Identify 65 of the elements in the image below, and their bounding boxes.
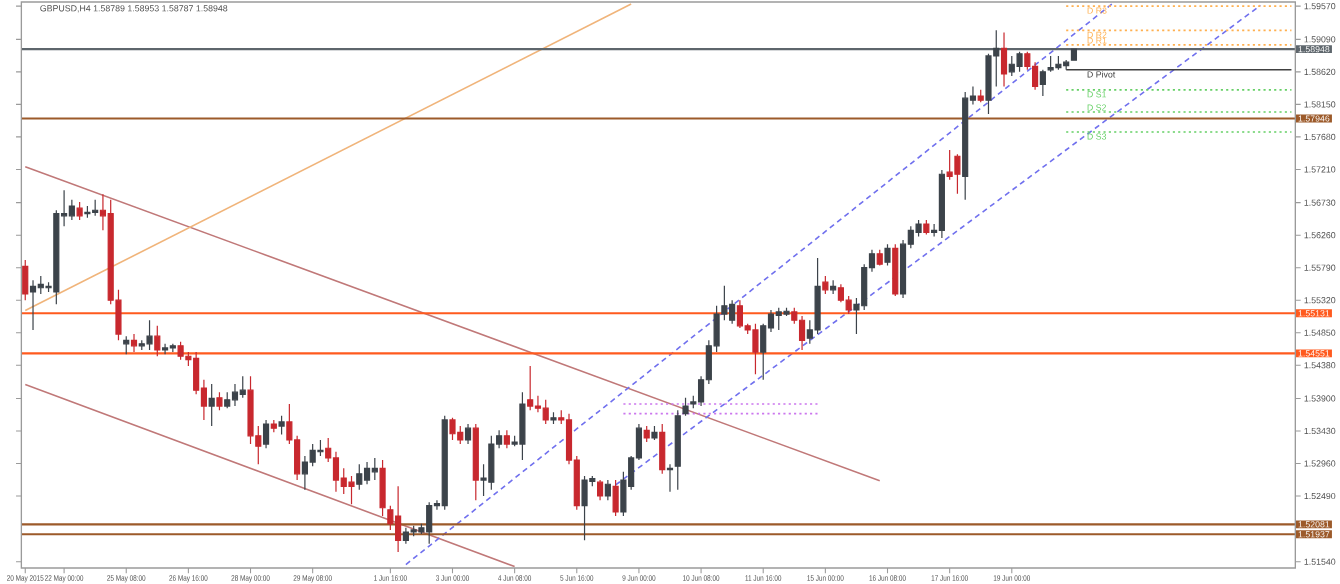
candlestick bbox=[977, 89, 984, 103]
candlestick bbox=[29, 279, 37, 331]
candlestick bbox=[682, 397, 689, 417]
candlestick bbox=[216, 391, 223, 411]
candlestick bbox=[441, 415, 448, 511]
candlestick bbox=[410, 525, 417, 537]
candlestick bbox=[604, 479, 611, 501]
candlestick bbox=[892, 243, 899, 297]
candlestick bbox=[503, 429, 510, 449]
candlestick bbox=[208, 383, 215, 427]
candlestick bbox=[169, 343, 176, 353]
candlestick bbox=[954, 153, 961, 195]
candlestick bbox=[643, 425, 650, 443]
candlestick bbox=[962, 91, 969, 201]
candlestick bbox=[597, 479, 604, 501]
candlestick bbox=[775, 307, 782, 331]
candlestick bbox=[659, 423, 666, 475]
candlestick bbox=[752, 323, 759, 375]
candlestick bbox=[426, 501, 433, 545]
candlestick bbox=[154, 325, 161, 357]
candlestick bbox=[1008, 55, 1015, 77]
candlestick bbox=[1055, 55, 1062, 71]
candlestick bbox=[262, 419, 270, 449]
candlestick bbox=[674, 409, 681, 491]
candlestick bbox=[356, 463, 363, 491]
candlestick bbox=[651, 425, 658, 441]
candlestick bbox=[231, 383, 239, 407]
candlestick bbox=[457, 425, 464, 445]
candlestick bbox=[884, 243, 891, 267]
candlestick bbox=[348, 475, 355, 505]
candlestick bbox=[488, 435, 495, 491]
candlestick bbox=[1016, 51, 1023, 73]
candlestick bbox=[830, 279, 837, 295]
candlestick bbox=[923, 219, 930, 236]
candlestick bbox=[1039, 69, 1046, 97]
candlestick bbox=[177, 341, 184, 361]
candlestick bbox=[472, 423, 479, 501]
candlestick bbox=[395, 485, 402, 553]
candlestick bbox=[76, 201, 83, 221]
candlestick bbox=[798, 315, 806, 351]
candlestick bbox=[938, 169, 945, 239]
candlestick bbox=[612, 479, 619, 517]
candlestick bbox=[270, 419, 277, 433]
candlestick bbox=[666, 463, 674, 493]
candlestick bbox=[542, 399, 549, 425]
candlestick bbox=[464, 423, 472, 445]
candlestick bbox=[402, 527, 409, 545]
candlestick bbox=[1000, 31, 1008, 87]
candlestick bbox=[519, 391, 526, 461]
candlestick bbox=[736, 299, 743, 329]
candlestick bbox=[363, 461, 371, 485]
candlestick bbox=[581, 475, 588, 541]
candlestick bbox=[22, 259, 29, 301]
candlestick bbox=[239, 375, 246, 399]
candlestick bbox=[1070, 48, 1078, 61]
candlestick bbox=[146, 319, 153, 351]
candlestick bbox=[449, 417, 456, 441]
candlestick bbox=[130, 333, 138, 353]
candlestick bbox=[161, 343, 169, 355]
candlestick bbox=[379, 459, 386, 517]
candlestick bbox=[278, 415, 285, 436]
candlestick bbox=[876, 249, 883, 267]
candlestick bbox=[527, 365, 534, 411]
candlestick bbox=[224, 391, 231, 409]
candlestick bbox=[550, 411, 557, 425]
